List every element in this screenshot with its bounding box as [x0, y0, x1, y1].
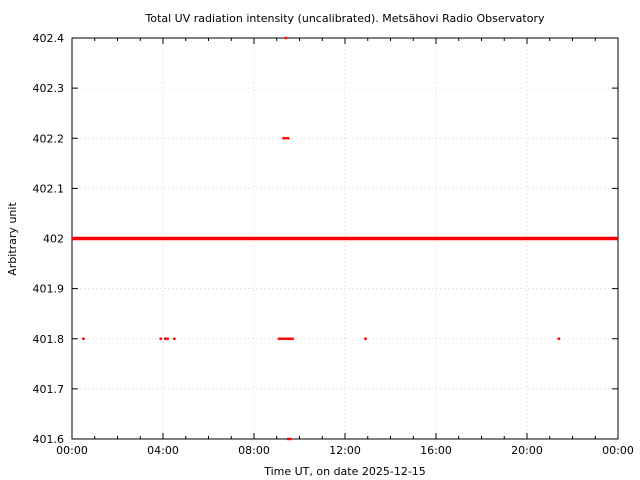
data-point: [289, 437, 292, 441]
x-axis-label: Time UT, on date 2025-12-15: [263, 465, 426, 478]
y-tick-label: 401.8: [33, 333, 65, 346]
y-axis: 401.6 401.7 401.8 401.9 402 402.1 402.2 402.3 40…: [33, 32, 618, 446]
y-tick-label: 402: [43, 233, 64, 246]
data-point: [282, 136, 285, 140]
data-point: [282, 337, 285, 341]
y-tick-label: 402.4: [33, 32, 65, 45]
x-tick-label: 00:00: [602, 444, 634, 457]
x-tick-label: 20:00: [511, 444, 543, 457]
data-point: [291, 337, 295, 341]
y-tick-label: 401.6: [33, 433, 65, 446]
x-tick-label: 00:00: [56, 444, 88, 457]
data-point: [364, 337, 367, 341]
data-point: [557, 337, 561, 341]
x-tick-label: 12:00: [329, 444, 361, 457]
y-tick-label: 402.2: [33, 132, 65, 145]
data-point: [166, 337, 169, 341]
y-tick-label: 402.3: [33, 82, 65, 95]
data-point: [163, 337, 167, 341]
data-point: [279, 337, 283, 341]
data-point: [284, 136, 288, 140]
data-point: [286, 337, 290, 341]
x-tick-label: 16:00: [420, 444, 452, 457]
y-tick-label: 401.9: [33, 283, 65, 296]
y-tick-label: 402.1: [33, 182, 65, 195]
data-point: [289, 337, 292, 341]
x-tick-label: 08:00: [238, 444, 270, 457]
data-point: [159, 337, 163, 341]
data-point: [284, 337, 288, 341]
data-point: [286, 136, 290, 140]
data-point: [81, 337, 85, 341]
x-axis: 00:00 04:00 08:00 12:00 16:00 20:00 00:00: [56, 38, 634, 457]
x-tick-label: 04:00: [147, 444, 179, 457]
y-axis-label: Arbitrary unit: [6, 202, 19, 276]
y-tick-label: 401.7: [33, 383, 65, 396]
data-series: [72, 36, 618, 441]
data-point: [286, 437, 290, 441]
data-point: [277, 337, 281, 341]
chart-title: Total UV radiation intensity (uncalibrat…: [145, 12, 545, 25]
data-point: [172, 337, 176, 341]
data-point: [284, 36, 288, 40]
